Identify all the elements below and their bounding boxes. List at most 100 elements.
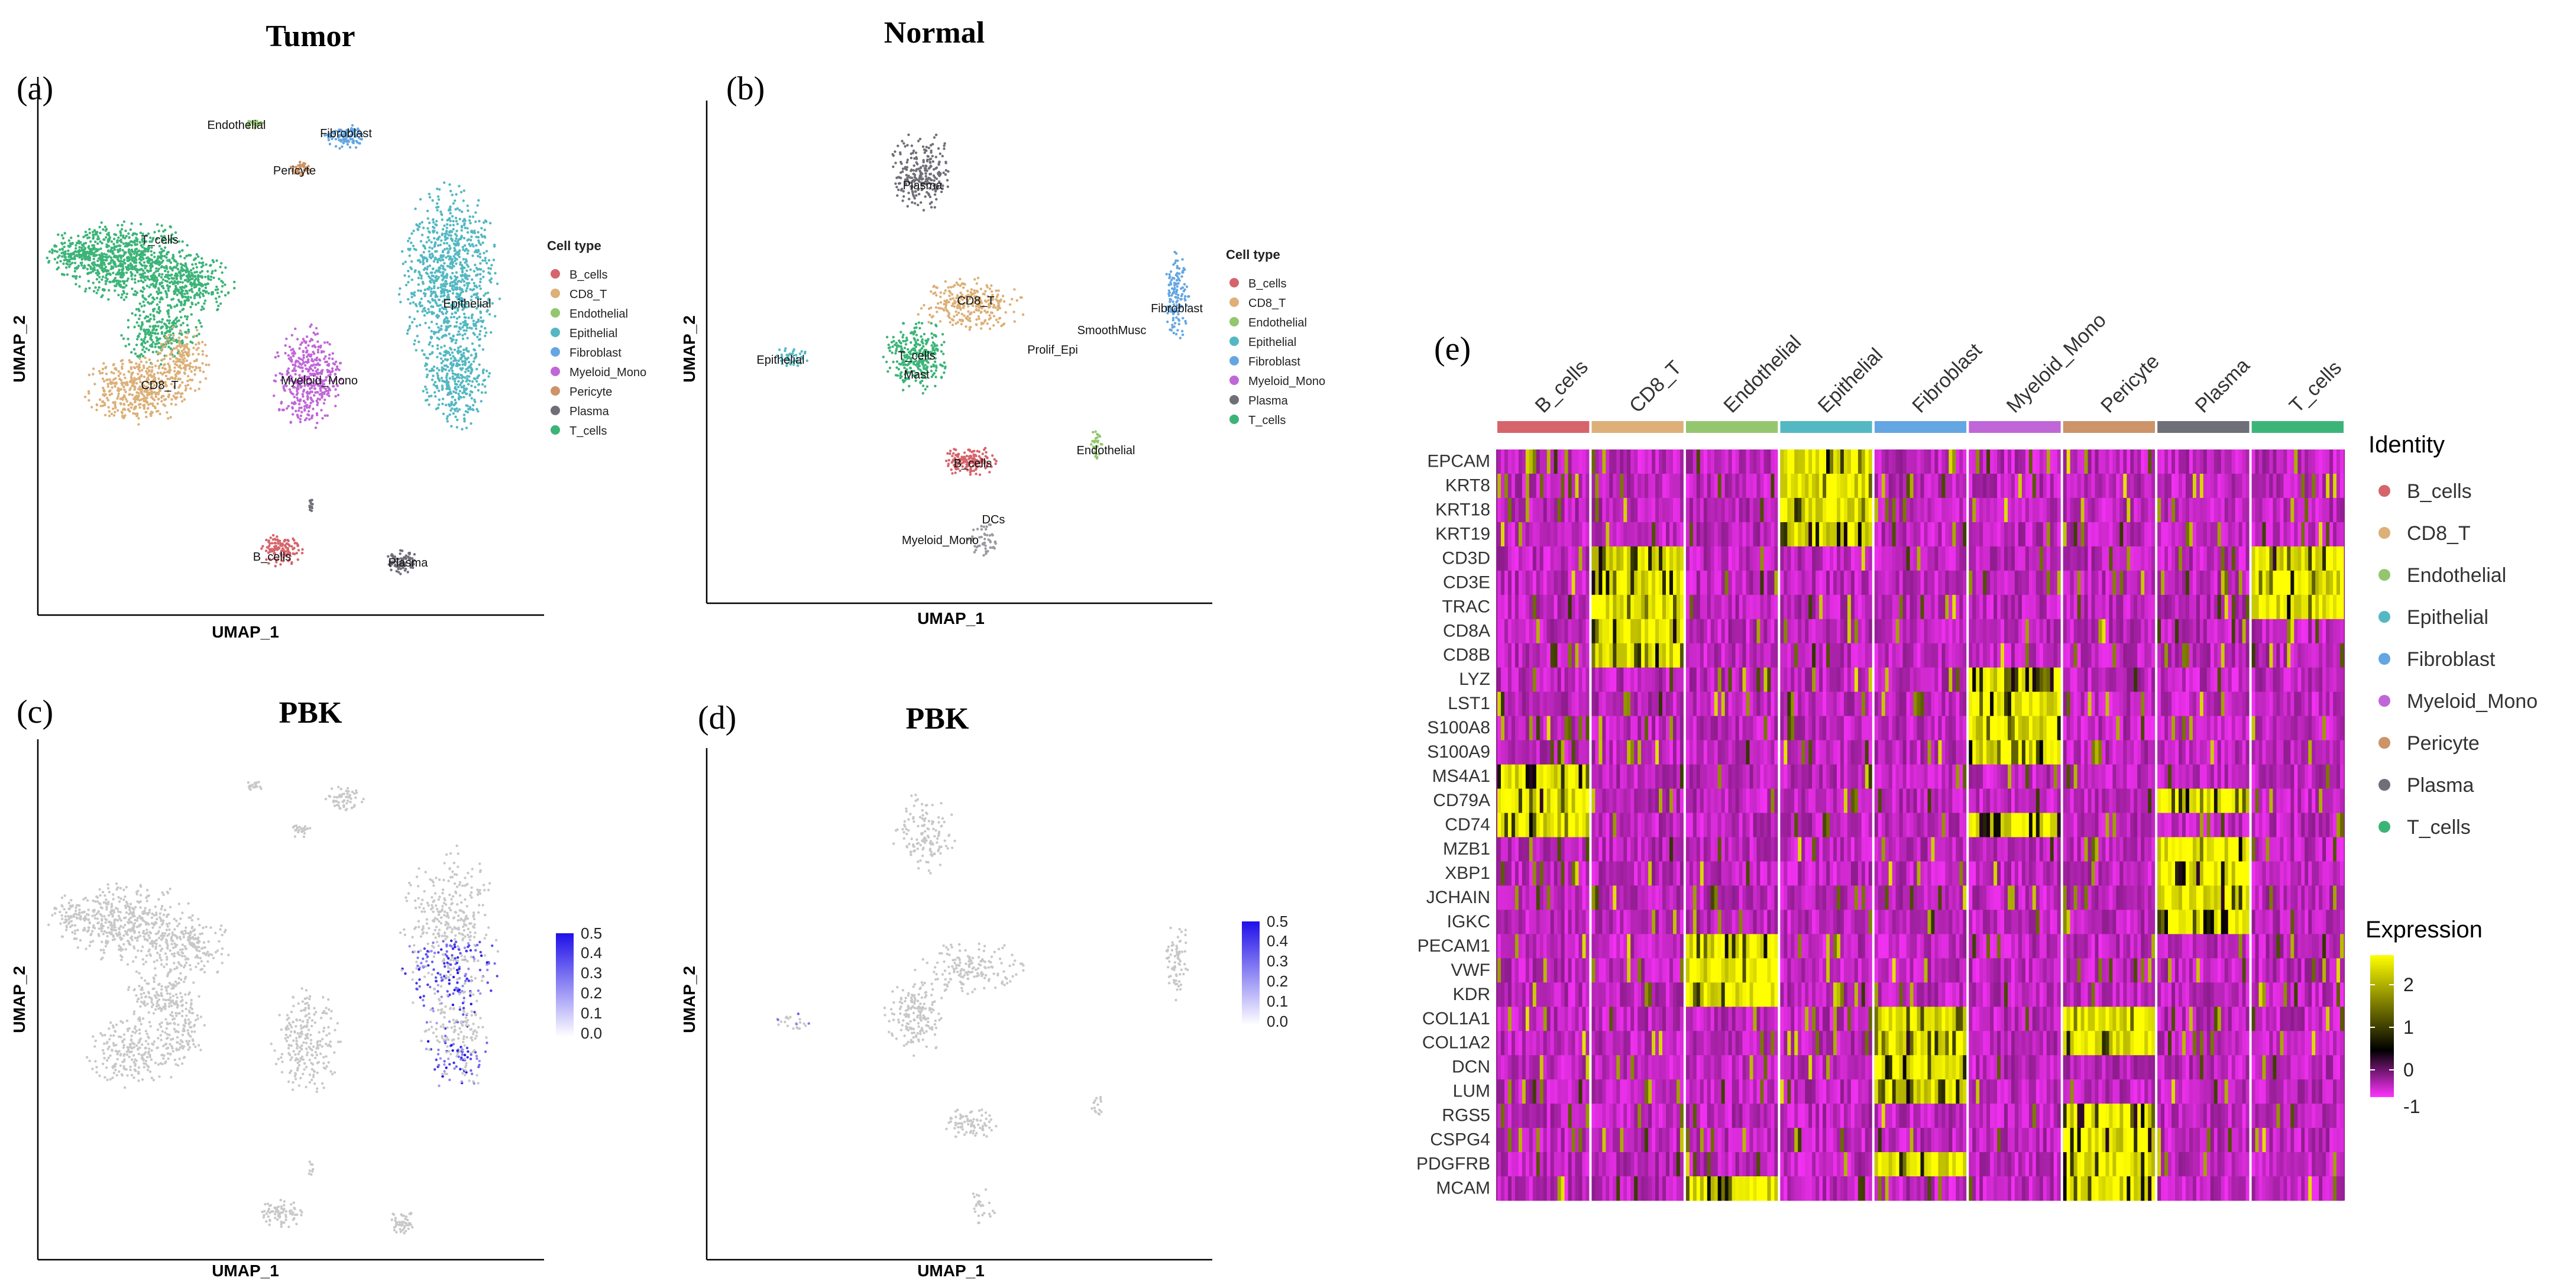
tumor-umap-point-epithelial [455,325,458,328]
normal-umap-point-cd8_t [934,306,938,309]
tumor-umap-point-t_cells [209,278,212,282]
tumor-umap-point-t_cells [75,283,77,286]
tumor-umap-point-t_cells [174,231,177,234]
tumor-umap-point-t_cells [200,325,203,328]
tumor-umap-point-t_cells [149,269,153,272]
tumor-umap-point-t_cells [158,337,161,340]
tumor-umap-point-myeloid_mono [321,417,324,420]
tumor-umap-point-t_cells [68,258,71,261]
normal-umap-point-cd8_t [968,317,971,320]
tumor-umap-point-t_cells [63,258,66,262]
tumor-umap-point-epithelial [445,280,448,283]
tumor-umap-point-t_cells [134,281,137,284]
tumor-umap-point-epithelial [448,413,451,416]
tumor-umap-point-epithelial [444,380,447,384]
tumor-umap-point-t_cells [150,246,153,249]
tumor-umap-point-t_cells [145,257,148,260]
tumor-umap-point-t_cells [149,267,153,270]
tumor-umap-point-t_cells [116,257,119,260]
tumor-umap-point-t_cells [56,261,59,264]
tumor-umap-point-cd8_t [183,398,186,401]
tumor-umap-point-cd8_t [166,411,169,414]
tumor-umap-point-epithelial [459,345,462,348]
tumor-umap-point-t_cells [122,236,125,239]
tumor-umap-point-t_cells [120,260,123,263]
tumor-umap-point-t_cells [69,263,72,266]
tumor-umap-point-epithelial [468,219,471,222]
tumor-umap-point-epithelial [432,280,435,283]
tumor-umap-point-cd8_t [108,390,111,393]
tumor-umap-point-t_cells [101,278,103,281]
normal-umap-point-cd8_t [997,289,1000,292]
tumor-umap-point-t_cells [154,270,157,273]
normal-umap-point-cd8_t [960,283,963,286]
tumor-umap-point-epithelial [451,240,454,242]
tumor-umap-point-myeloid_mono [331,357,334,360]
tumor-umap-point-cd8_t [189,379,192,381]
normal-umap-point-plasma [928,160,932,164]
tumor-umap-point-epithelial [428,403,431,406]
tumor-umap-point-cd8_t [142,397,145,400]
tumor-umap-point-epithelial [431,247,434,250]
tumor-umap-point-t_cells [61,255,64,258]
tumor-umap-point-t_cells [152,309,155,313]
tumor-umap-point-epithelial [438,308,442,310]
tumor-umap-point-epithelial [487,375,490,378]
tumor-umap-point-plasma [413,553,416,556]
normal-umap-point-plasma [913,173,917,177]
tumor-umap-point-t_cells [186,324,189,327]
tumor-umap-point-myeloid_mono [295,409,297,413]
tumor-umap-point-epithelial [445,376,448,379]
tumor-umap-point-epithelial [419,324,422,326]
tumor-umap-point-epithelial [467,383,470,386]
tumor-umap-point-t_cells [101,275,105,279]
tumor-umap-point-epithelial [406,332,409,335]
normal-umap-point-t_cells [899,363,902,366]
tumor-umap-point-t_cells [63,245,66,248]
normal-umap-point-cd8_t [956,321,960,324]
tumor-umap-point-t_cells [156,296,158,300]
tumor-umap-point-cd8_t [191,365,195,368]
normal-umap-point-cd8_t [1008,303,1012,306]
tumor-umap-point-epithelial [426,227,429,230]
tumor-umap-point-cd8_t [186,374,190,378]
tumor-umap-point-t_cells [181,292,184,295]
tumor-umap-point-t_cells [161,325,164,328]
tumor-umap-point-epithelial [426,209,429,212]
tumor-umap-point-b_cells [279,542,282,545]
tumor-umap-point-t_cells [109,280,112,284]
normal-umap-point-cd8_t [920,307,923,310]
tumor-umap-point-myeloid_mono [309,325,312,328]
tumor-umap-point-myeloid_mono [297,387,300,390]
normal-umap-point-plasma [937,161,941,164]
tumor-umap-point-cd8_t [165,354,168,357]
tumor-umap-point-b_cells [276,535,279,538]
normal-umap-point-cd8_t [960,312,964,316]
normal-umap-point-fibroblast [1172,331,1176,335]
tumor-umap-point-myeloid_mono [323,357,326,360]
tumor-umap-point-t_cells [75,250,78,253]
tumor-umap-point-t_cells [156,310,158,313]
tumor-umap-point-t_cells [118,247,122,251]
tumor-umap-point-t_cells [117,264,120,267]
tumor-umap-point-epithelial [445,256,448,259]
tumor-umap-point-t_cells [149,336,152,339]
tumor-umap-point-t_cells [67,255,71,258]
tumor-umap-point-myeloid_mono [310,338,314,341]
tumor-umap-point-myeloid_mono [306,404,309,407]
tumor-umap-point-t_cells [200,257,203,260]
tumor-umap-point-epithelial [451,312,454,315]
tumor-umap-point-t_cells [147,232,150,235]
normal-umap-point-plasma [898,182,902,185]
tumor-umap-point-epithelial [458,397,461,401]
tumor-umap-point-cd8_t [150,376,153,379]
tumor-umap-point-myeloid_mono [306,390,309,393]
tumor-umap-point-epithelial [462,413,466,416]
tumor-umap-point-cd8_t [162,403,165,406]
normal-umap-point-t_cells [941,333,944,336]
tumor-umap-point-b_cells [267,539,270,542]
tumor-umap-point-epithelial [445,247,449,250]
tumor-umap-point-myeloid_mono [274,355,277,359]
normal-umap-point-plasma [901,167,905,170]
tumor-umap-point-epithelial [459,291,462,295]
